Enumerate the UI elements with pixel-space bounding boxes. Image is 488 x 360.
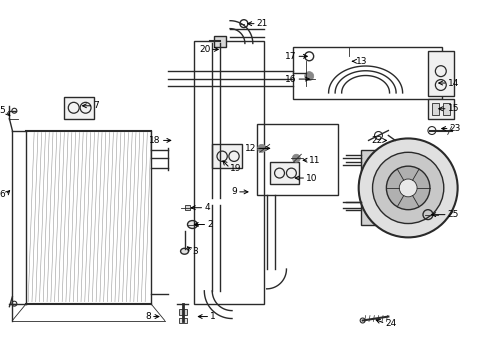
- Text: 14: 14: [447, 78, 458, 87]
- Circle shape: [372, 152, 443, 224]
- Bar: [194, 41, 263, 304]
- Circle shape: [304, 72, 313, 81]
- Text: 4: 4: [204, 203, 209, 212]
- Bar: [269, 162, 299, 184]
- Bar: [293, 48, 441, 99]
- Bar: [212, 144, 242, 168]
- Text: 25: 25: [447, 210, 458, 219]
- Text: 21: 21: [256, 19, 267, 28]
- Text: 2: 2: [207, 220, 212, 229]
- Text: 11: 11: [308, 156, 320, 165]
- Bar: [442, 103, 449, 115]
- Text: 19: 19: [229, 164, 241, 173]
- Circle shape: [358, 139, 457, 237]
- Text: 5: 5: [0, 106, 5, 115]
- Bar: [427, 99, 453, 119]
- Circle shape: [257, 144, 265, 152]
- Bar: [360, 150, 409, 225]
- Bar: [178, 318, 186, 324]
- Text: 23: 23: [449, 124, 460, 133]
- Circle shape: [292, 154, 300, 162]
- Ellipse shape: [187, 221, 197, 229]
- Text: 6: 6: [0, 190, 5, 199]
- Bar: [184, 205, 190, 210]
- Circle shape: [386, 166, 429, 210]
- Circle shape: [398, 179, 416, 197]
- Text: 15: 15: [447, 104, 458, 113]
- Bar: [256, 123, 337, 195]
- Text: 13: 13: [355, 57, 366, 66]
- Text: 24: 24: [385, 319, 396, 328]
- Bar: [214, 36, 225, 48]
- Text: 20: 20: [199, 45, 210, 54]
- Ellipse shape: [180, 248, 188, 254]
- Text: 12: 12: [245, 144, 256, 153]
- Bar: [431, 103, 438, 115]
- Text: 8: 8: [145, 312, 151, 321]
- Text: 17: 17: [285, 52, 296, 61]
- Text: 1: 1: [210, 312, 216, 321]
- Bar: [427, 51, 453, 96]
- Text: 10: 10: [305, 174, 317, 183]
- Text: 18: 18: [149, 136, 161, 145]
- Bar: [178, 309, 186, 315]
- Bar: [64, 97, 93, 119]
- Text: 9: 9: [231, 187, 237, 196]
- Text: 3: 3: [192, 247, 198, 256]
- Text: 16: 16: [285, 75, 296, 84]
- Text: 7: 7: [93, 101, 99, 110]
- Text: 22: 22: [370, 136, 382, 145]
